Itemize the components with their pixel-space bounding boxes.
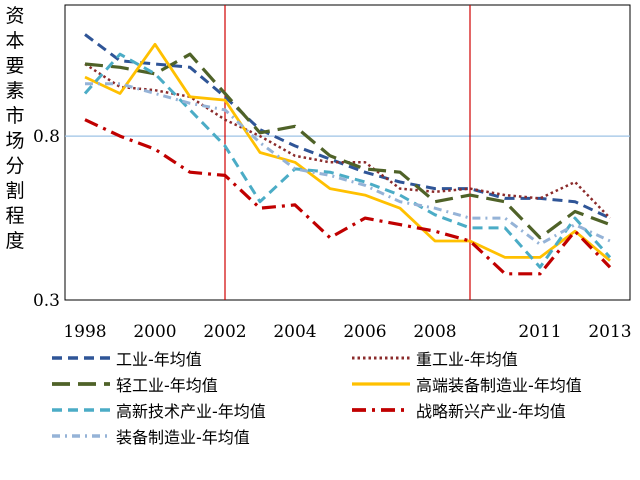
x-tick-label: 2002 [203,322,246,342]
legend-item: 工业-年均值 [50,345,202,371]
legend-label: 高端装备制造业-年均值 [416,376,582,395]
x-tick-label: 2000 [133,322,176,342]
x-tick-label: 1998 [63,322,106,342]
series-line [84,118,612,276]
legend-label: 轻工业-年均值 [116,376,218,395]
legend-item: 轻工业-年均值 [50,371,218,397]
series-line [84,42,611,262]
legend-swatch [352,356,410,360]
legend-item: 战略新兴产业-年均值 [350,397,566,423]
legend-label: 工业-年均值 [116,350,202,369]
plot-area [64,4,631,301]
legend-item: 高端装备制造业-年均值 [350,371,582,397]
legend-swatch [352,408,410,412]
x-tick-label: 2013 [588,322,631,342]
legend-item: 高新技术产业-年均值 [50,397,266,423]
legend-label: 高新技术产业-年均值 [116,402,266,421]
y-axis-title: 资本要素市场分割程度 [5,5,25,252]
legend-label: 装备制造业-年均值 [116,428,250,447]
legend-swatch [52,382,110,386]
x-tick-label: 2011 [518,322,561,342]
series-line [83,52,612,269]
legend-swatch [52,434,110,438]
chart-legend: 工业-年均值 重工业-年均值轻工业-年均值 高端装备制造业-年均值高新技术产业-年均… [50,345,640,480]
legend-item: 重工业-年均值 [350,345,518,371]
legend-item: 装备制造业-年均值 [50,423,250,449]
x-tick-label: 2006 [343,322,386,342]
y-tick-label: 0.8 [33,127,60,147]
legend-swatch [52,408,110,412]
series-line [84,52,611,240]
legend-swatch [52,356,110,360]
y-tick-label: 0.3 [33,291,60,311]
legend-label: 战略新兴产业-年均值 [416,402,566,421]
series-line [85,82,611,246]
legend-label: 重工业-年均值 [416,350,518,369]
legend-swatch [352,382,410,386]
x-tick-label: 2008 [413,322,456,342]
x-tick-label: 2004 [273,322,316,342]
